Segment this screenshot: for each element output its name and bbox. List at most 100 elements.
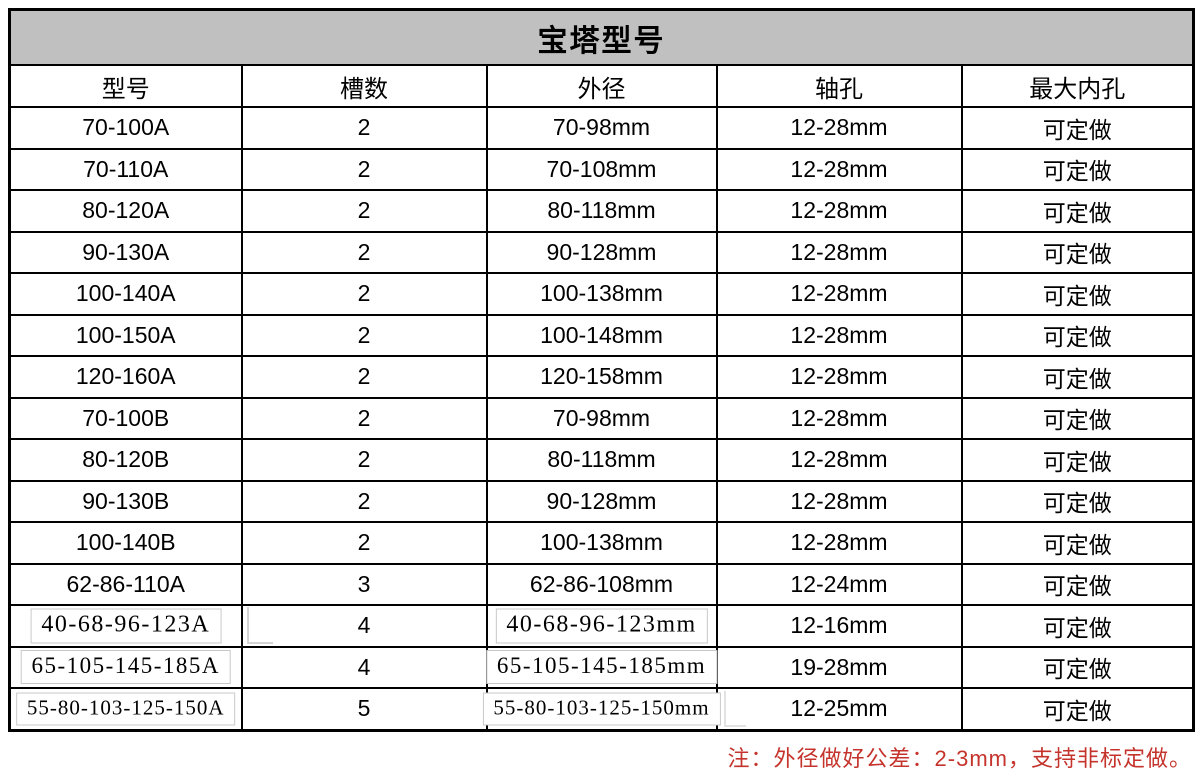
header-row: 型号 槽数 外径 轴孔 最大内孔 bbox=[8, 64, 1195, 108]
cell-od: 100-148mm bbox=[485, 313, 718, 357]
cell-bore: 12-28mm bbox=[715, 313, 963, 357]
cell-od: 40-68-96-123mm bbox=[485, 604, 718, 648]
patched-value-od: 40-68-96-123mm bbox=[495, 608, 708, 644]
cell-grooves: 2 bbox=[240, 396, 488, 440]
cell-max_bore: 可定做 bbox=[960, 189, 1195, 233]
cell-bore: 12-28mm bbox=[715, 189, 963, 233]
table-row: 100-140B 2 100-138mm 12-28mm 可定做 bbox=[8, 521, 1195, 565]
cell-model: 120-160A bbox=[8, 355, 243, 399]
cell-model: 70-100A bbox=[8, 106, 243, 150]
cell-max_bore: 可定做 bbox=[960, 604, 1195, 648]
cell-max_bore: 可定做 bbox=[960, 687, 1195, 731]
table-row: 70-100B 2 70-98mm 12-28mm 可定做 bbox=[8, 396, 1195, 440]
cell-max_bore: 可定做 bbox=[960, 106, 1195, 150]
tolerance-note: 注：外径做好公差：2-3mm，支持非标定做。 bbox=[727, 745, 1192, 771]
cell-max_bore: 可定做 bbox=[960, 645, 1195, 689]
cell-model: 80-120B bbox=[8, 438, 243, 482]
cell-bore: 12-28mm bbox=[715, 230, 963, 274]
table-row: 70-110A 2 70-108mm 12-28mm 可定做 bbox=[8, 147, 1195, 191]
table-row: 80-120A 2 80-118mm 12-28mm 可定做 bbox=[8, 189, 1195, 233]
cell-grooves: 4 bbox=[240, 645, 488, 689]
cell-od: 70-98mm bbox=[485, 106, 718, 150]
cell-grooves: 5 bbox=[240, 687, 488, 731]
cell-bore: 12-25mm bbox=[715, 687, 963, 731]
cell-bore: 12-16mm bbox=[715, 604, 963, 648]
cell-model: 100-150A bbox=[8, 313, 243, 357]
cell-model: 100-140B bbox=[8, 521, 243, 565]
table-row: 55-80-103-125-150A 5 55-80-103-125-150mm 12… bbox=[8, 687, 1195, 731]
patched-value-od: 65-105-145-185mm bbox=[485, 650, 718, 685]
cell-max_bore: 可定做 bbox=[960, 438, 1195, 482]
title-row: 宝塔型号 bbox=[8, 8, 1195, 66]
cell-grooves: 2 bbox=[240, 313, 488, 357]
table-row: 90-130A 2 90-128mm 12-28mm 可定做 bbox=[8, 230, 1195, 274]
cell-max_bore: 可定做 bbox=[960, 313, 1195, 357]
cell-max_bore: 可定做 bbox=[960, 396, 1195, 440]
table-row: 70-100A 2 70-98mm 12-28mm 可定做 bbox=[8, 106, 1195, 150]
patched-value-od: 55-80-103-125-150mm bbox=[482, 692, 721, 726]
pagoda-model-table: 宝塔型号 型号 槽数 外径 轴孔 最大内孔 70-100A 2 70-98mm 12-28mm… bbox=[8, 8, 1196, 732]
cell-od: 55-80-103-125-150mm bbox=[482, 687, 721, 731]
cell-max_bore: 可定做 bbox=[960, 521, 1195, 565]
table-row: 62-86-110A 3 62-86-108mm 12-24mm 可定做 bbox=[8, 562, 1195, 606]
table-row: 40-68-96-123A 4 40-68-96-123mm 12-16mm 可定做 bbox=[8, 604, 1195, 648]
cell-max_bore: 可定做 bbox=[960, 147, 1195, 191]
cell-max_bore: 可定做 bbox=[960, 479, 1195, 523]
cell-grooves: 4 bbox=[240, 604, 488, 648]
cell-bore: 12-24mm bbox=[715, 562, 963, 606]
cell-od: 80-118mm bbox=[485, 438, 718, 482]
cell-grooves: 3 bbox=[240, 562, 488, 606]
cell-od: 70-108mm bbox=[485, 147, 718, 191]
column-header-od: 外径 bbox=[485, 64, 718, 108]
column-header-model: 型号 bbox=[8, 64, 243, 108]
cell-model: 70-100B bbox=[8, 396, 243, 440]
cell-model: 40-68-96-123A bbox=[8, 604, 243, 648]
cell-od: 90-128mm bbox=[485, 230, 718, 274]
patched-value-model: 40-68-96-123A bbox=[30, 608, 222, 644]
column-header-bore: 轴孔 bbox=[715, 64, 963, 108]
column-header-max_bore: 最大内孔 bbox=[960, 64, 1195, 108]
cell-model: 100-140A bbox=[8, 272, 243, 316]
cell-od: 80-118mm bbox=[485, 189, 718, 233]
cell-od: 65-105-145-185mm bbox=[485, 645, 718, 689]
table-row: 100-150A 2 100-148mm 12-28mm 可定做 bbox=[8, 313, 1195, 357]
cell-bore: 12-28mm bbox=[715, 438, 963, 482]
patched-value-model: 55-80-103-125-150A bbox=[15, 692, 236, 726]
cell-model: 65-105-145-185A bbox=[8, 645, 243, 689]
cell-bore: 19-28mm bbox=[715, 645, 963, 689]
cell-od: 120-158mm bbox=[485, 355, 718, 399]
cell-grooves: 2 bbox=[240, 147, 488, 191]
cell-model: 80-120A bbox=[8, 189, 243, 233]
cell-od: 100-138mm bbox=[485, 272, 718, 316]
cell-bore: 12-28mm bbox=[715, 106, 963, 150]
column-header-grooves: 槽数 bbox=[240, 64, 488, 108]
cell-grooves: 2 bbox=[240, 479, 488, 523]
cell-bore: 12-28mm bbox=[715, 396, 963, 440]
table-row: 80-120B 2 80-118mm 12-28mm 可定做 bbox=[8, 438, 1195, 482]
table-row: 90-130B 2 90-128mm 12-28mm 可定做 bbox=[8, 479, 1195, 523]
cell-model: 62-86-110A bbox=[8, 562, 243, 606]
table-row: 65-105-145-185A 4 65-105-145-185mm 19-28mm 可… bbox=[8, 645, 1195, 689]
cell-grooves: 2 bbox=[240, 355, 488, 399]
cell-model: 70-110A bbox=[8, 147, 243, 191]
cell-grooves: 2 bbox=[240, 521, 488, 565]
cell-od: 70-98mm bbox=[485, 396, 718, 440]
cell-grooves: 2 bbox=[240, 438, 488, 482]
cell-max_bore: 可定做 bbox=[960, 272, 1195, 316]
cell-od: 90-128mm bbox=[485, 479, 718, 523]
cell-bore: 12-28mm bbox=[715, 355, 963, 399]
cell-model: 90-130A bbox=[8, 230, 243, 274]
cell-bore: 12-28mm bbox=[715, 272, 963, 316]
cell-od: 62-86-108mm bbox=[485, 562, 718, 606]
table-title: 宝塔型号 bbox=[8, 8, 1195, 66]
cell-grooves: 2 bbox=[240, 106, 488, 150]
cell-model: 55-80-103-125-150A bbox=[8, 687, 243, 731]
cell-bore: 12-28mm bbox=[715, 147, 963, 191]
cell-grooves: 2 bbox=[240, 189, 488, 233]
cell-bore: 12-28mm bbox=[715, 521, 963, 565]
cell-max_bore: 可定做 bbox=[960, 230, 1195, 274]
cell-bore: 12-28mm bbox=[715, 479, 963, 523]
cell-max_bore: 可定做 bbox=[960, 355, 1195, 399]
table-row: 100-140A 2 100-138mm 12-28mm 可定做 bbox=[8, 272, 1195, 316]
cell-od: 100-138mm bbox=[485, 521, 718, 565]
